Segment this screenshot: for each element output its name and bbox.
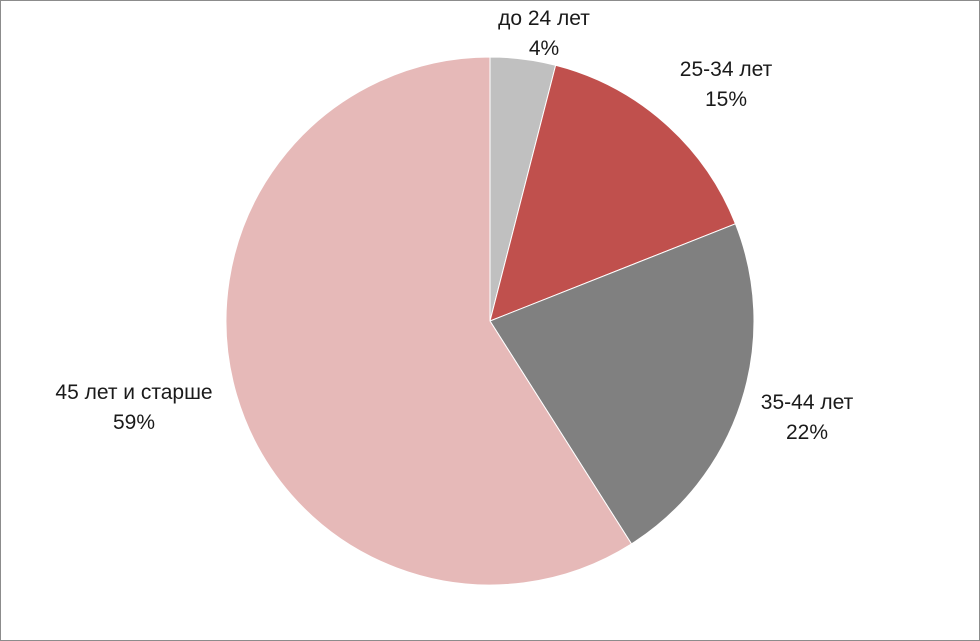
pie-slice-35-44 xyxy=(489,223,755,545)
slice-label-under-24: до 24 лет 4% xyxy=(498,4,590,64)
pie-slice-25-34 xyxy=(489,64,737,322)
slice-value-label: 59% xyxy=(112,411,156,434)
slice-value-label: 4% xyxy=(528,37,560,60)
slice-category-label: до 24 лет xyxy=(498,7,590,30)
slice-category-label: 45 лет и старше xyxy=(55,381,213,404)
slice-label-45-plus: 45 лет и старше 59% xyxy=(55,378,212,438)
pie-slice-45-plus xyxy=(225,56,633,586)
slice-value-label: 15% xyxy=(704,88,748,111)
slice-label-25-34: 25-34 лет 15% xyxy=(680,55,772,115)
slice-value-label: 22% xyxy=(785,421,829,444)
slice-category-label: 25-34 лет xyxy=(679,58,773,81)
slice-label-35-44: 35-44 лет 22% xyxy=(761,388,853,448)
slice-category-label: 35-44 лет xyxy=(760,391,854,414)
